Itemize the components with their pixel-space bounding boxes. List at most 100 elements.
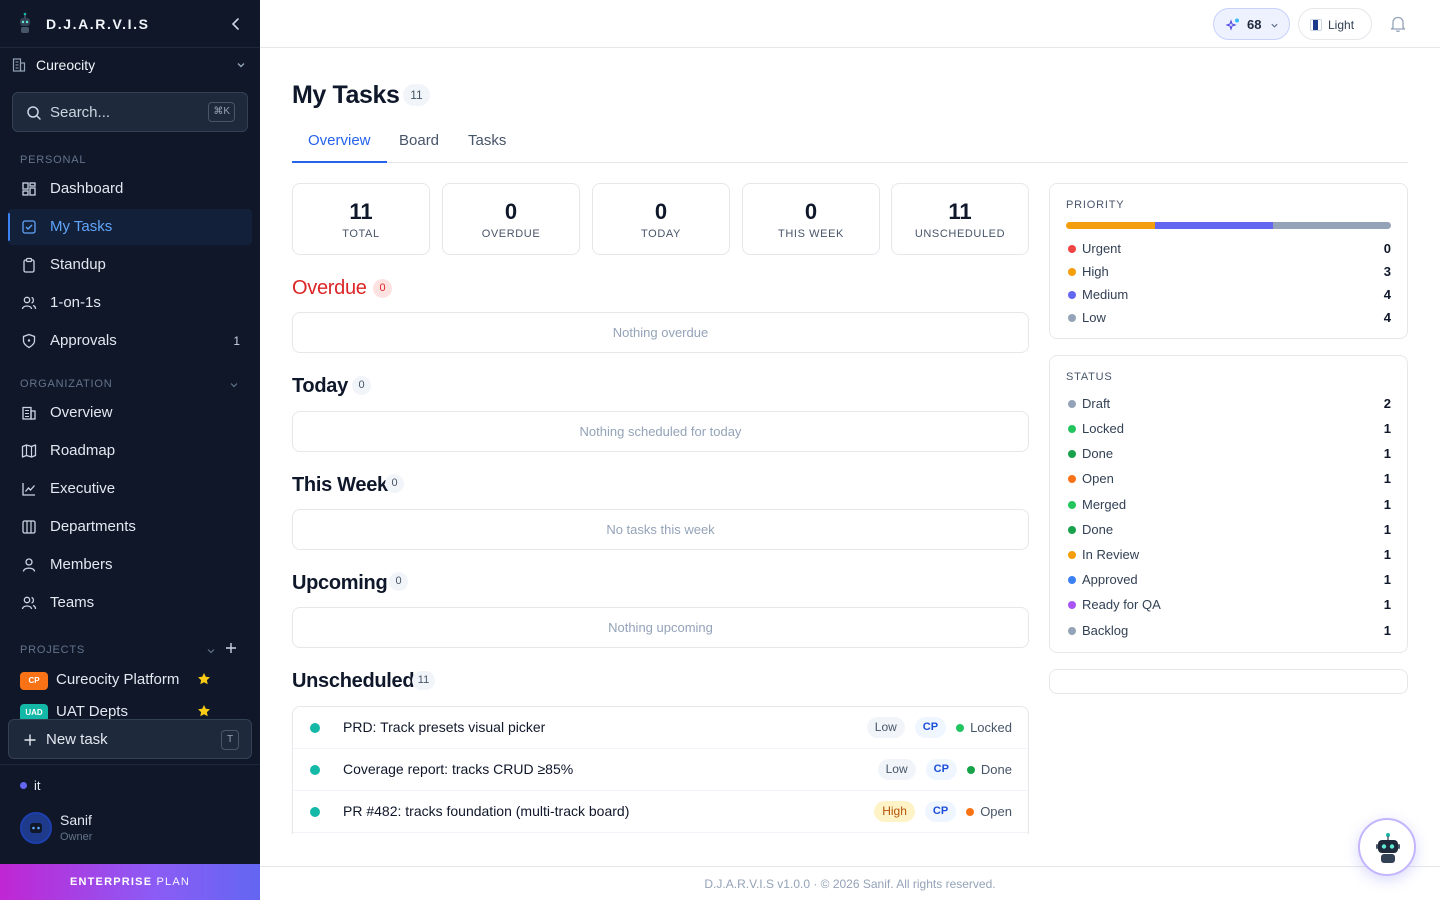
stat-value: 11 [349, 199, 373, 224]
tab-overview[interactable]: Overview [292, 122, 387, 163]
stat-label: TODAY [641, 228, 681, 240]
status-pill: Locked [956, 720, 1012, 735]
empty-panel [1049, 669, 1408, 694]
sidebar-item-executive[interactable]: Executive [8, 471, 252, 507]
search-input[interactable]: Search... ⌘K [12, 92, 248, 132]
stat-card-unscheduled[interactable]: 11 UNSCHEDULED [891, 183, 1029, 255]
project-label: Cureocity Platform [56, 671, 180, 688]
priority-row-high: High 3 [1066, 263, 1391, 281]
priority-segment-high [1066, 222, 1155, 229]
stat-value: 0 [804, 199, 818, 224]
project-item-uat-depts[interactable]: UAD UAT Depts [8, 700, 252, 728]
empty-state-today: Nothing scheduled for today [292, 411, 1029, 452]
legend-dot [1068, 245, 1076, 253]
star-icon[interactable] [197, 672, 211, 686]
legend-label: Approved [1082, 572, 1138, 587]
org-name: Cureocity [36, 57, 96, 73]
building-icon [22, 406, 36, 420]
page-title: My Tasks [292, 81, 400, 109]
legend-label: Locked [1082, 421, 1124, 436]
section-title-today: Today [292, 375, 348, 397]
project-item-cureocity-platform[interactable]: CP Cureocity Platform [8, 668, 252, 696]
status-row: Merged 1 [1066, 496, 1391, 514]
sidebar: D.J.A.R.V.I.S Cureocity Search... ⌘K PER… [0, 0, 260, 900]
sidebar-item-standup[interactable]: Standup [8, 247, 252, 283]
star-icon[interactable] [197, 704, 211, 718]
search-shortcut: ⌘K [208, 102, 235, 122]
sidebar-item-1-on-1s[interactable]: 1-on-1s [8, 285, 252, 321]
sidebar-item-roadmap[interactable]: Roadmap [8, 433, 252, 469]
empty-state-overdue: Nothing overdue [292, 312, 1029, 353]
sidebar-item-my-tasks[interactable]: My Tasks [8, 209, 252, 245]
sidebar-item-teams[interactable]: Teams [8, 585, 252, 621]
legend-dot [1068, 551, 1076, 559]
status-dot [956, 723, 965, 732]
robot-assistant-icon [1376, 833, 1400, 863]
legend-label: High [1082, 264, 1109, 279]
priority-row-urgent: Urgent 0 [1066, 240, 1391, 258]
task-row[interactable]: Coverage report: tracks CRUD ≥85% Low CP… [293, 749, 1028, 791]
sidebar-item-members[interactable]: Members [8, 547, 252, 583]
collapse-sidebar-icon[interactable] [228, 16, 244, 32]
legend-value: 4 [1383, 310, 1391, 325]
new-task-button[interactable]: New task T [8, 719, 252, 759]
stat-card-overdue[interactable]: 0 OVERDUE [442, 183, 580, 255]
task-row[interactable]: PRD: Track presets visual picker Low CP … [293, 707, 1028, 749]
task-priority-dot [310, 807, 320, 817]
org-switcher[interactable]: Cureocity [0, 48, 260, 84]
tab-board[interactable]: Board [399, 132, 440, 149]
avatar[interactable] [20, 812, 52, 844]
section-count-overdue: 0 [373, 279, 392, 298]
plan-name: ENTERPRISE [69, 876, 153, 888]
karma-points-value: 68 [1247, 17, 1262, 32]
sidebar-item-approvals[interactable]: Approvals 1 [8, 323, 252, 359]
stat-card-this-week[interactable]: 0 THIS WEEK [742, 183, 880, 255]
section-count-upcoming: 0 [389, 572, 408, 591]
priority-segment-low [1272, 222, 1391, 229]
project-pill: CP [925, 759, 957, 780]
project-badge: UAD [20, 704, 48, 722]
priority-distribution-bar [1066, 222, 1391, 229]
sidebar-item-label: Dashboard [50, 180, 124, 197]
stat-card-total[interactable]: 11 TOTAL [292, 183, 430, 255]
panel-title: STATUS [1066, 371, 1113, 383]
robot-logo-icon [20, 12, 30, 33]
theme-toggle-button[interactable]: Light [1298, 8, 1372, 40]
sidebar-item-dashboard[interactable]: Dashboard [8, 171, 252, 207]
task-title: PRD: Track presets visual picker [343, 719, 546, 735]
chevron-down-icon[interactable] [206, 646, 216, 656]
footer: D.J.A.R.V.I.S v1.0.0 · © 2026 Sanif. All… [260, 866, 1440, 900]
task-count-badge: 11 [403, 84, 430, 106]
task-list: PRD: Track presets visual picker Low CP … [292, 706, 1029, 834]
task-row[interactable]: PR #482: tracks foundation (multi-track … [293, 791, 1028, 833]
stat-card-today[interactable]: 0 TODAY [592, 183, 730, 255]
section-count-this-week: 0 [385, 474, 404, 493]
status-dot [966, 807, 975, 816]
sidebar-item-label: Overview [50, 404, 113, 421]
sidebar-item-overview[interactable]: Overview [8, 395, 252, 431]
legend-value: 1 [1383, 497, 1391, 512]
map-icon [21, 444, 37, 458]
sidebar-item-departments[interactable]: Departments [8, 509, 252, 545]
brand-name: D.J.A.R.V.I.S [46, 16, 150, 32]
project-label: UAT Depts [56, 703, 128, 720]
chevron-down-icon[interactable] [229, 380, 239, 390]
sidebar-item-label: Approvals [50, 332, 117, 349]
columns-icon [22, 520, 36, 534]
task-title: Coverage report: tracks CRUD ≥85% [343, 761, 574, 777]
legend-label: Draft [1082, 396, 1111, 411]
legend-value: 1 [1383, 572, 1391, 587]
new-task-shortcut: T [221, 730, 239, 750]
stat-label: THIS WEEK [778, 228, 844, 240]
plan-banner[interactable]: ENTERPRISE PLAN [0, 864, 260, 900]
tab-tasks[interactable]: Tasks [468, 132, 507, 149]
status-row: Done 1 [1066, 445, 1391, 463]
add-project-icon[interactable] [225, 642, 237, 654]
karma-points-button[interactable]: 68 [1213, 8, 1290, 40]
legend-dot [1068, 627, 1076, 635]
robot-avatar-icon [30, 823, 42, 833]
tab-bar: Overview Board Tasks [292, 122, 1408, 163]
assistant-button[interactable] [1358, 818, 1416, 876]
bell-icon[interactable] [1390, 15, 1406, 33]
legend-label: Done [1082, 446, 1114, 461]
